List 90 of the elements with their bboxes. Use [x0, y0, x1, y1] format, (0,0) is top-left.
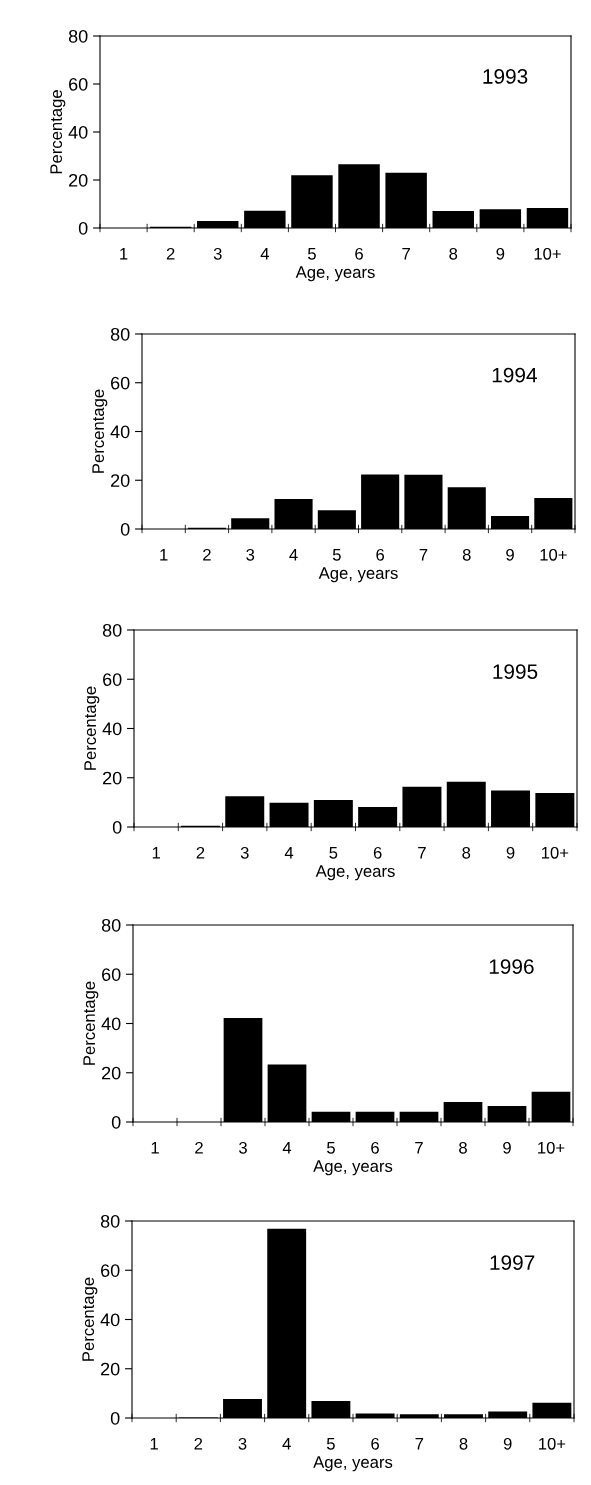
- x-tick-label: 8: [462, 846, 471, 859]
- y-tick-label: 60: [102, 968, 121, 981]
- y-tick-label: 20: [111, 474, 130, 487]
- y-tick-label: 20: [101, 1362, 120, 1376]
- x-tick-label: 5: [327, 1142, 335, 1154]
- x-tick-label: 8: [449, 247, 458, 260]
- x-tick-label: 5: [307, 248, 316, 260]
- x-tick-label: 2: [203, 548, 211, 561]
- x-axis-title: Age, years: [318, 567, 398, 583]
- x-tick-label: 8: [459, 1437, 468, 1450]
- y-tick-label: 60: [111, 376, 130, 390]
- annotation: 1993: [483, 69, 528, 84]
- x-tick-label: 5: [332, 549, 341, 561]
- x-tick-label: 10+: [540, 548, 567, 561]
- x-tick-label: 4: [289, 549, 298, 561]
- x-tick-label: 4: [260, 248, 269, 260]
- y-axis-title: Percentage: [92, 389, 108, 473]
- y-tick-label: 0: [111, 1115, 121, 1129]
- y-tick-label: 60: [103, 673, 122, 686]
- x-axis-title: Age, years: [295, 266, 375, 282]
- x-tick-label: 1: [151, 1142, 159, 1154]
- x-tick-label: 2: [195, 1141, 203, 1154]
- y-tick-label: 80: [102, 623, 122, 637]
- y-tick-label: 40: [68, 125, 88, 139]
- x-tick-label: 1: [120, 248, 128, 260]
- y-axis-title: Percentage: [84, 686, 100, 770]
- y-tick-label: 20: [69, 173, 88, 187]
- y-tick-label: 0: [112, 820, 122, 834]
- y-tick-label: 80: [101, 918, 121, 932]
- y-tick-label: 40: [110, 425, 130, 439]
- x-tick-label: 9: [496, 247, 505, 260]
- x-tick-label: 5: [326, 1438, 335, 1450]
- x-tick-label: 6: [371, 1437, 379, 1450]
- x-tick-label: 4: [284, 847, 294, 859]
- x-axis-title: Age, years: [313, 1456, 393, 1472]
- x-tick-label: 9: [506, 846, 515, 859]
- x-tick-label: 9: [503, 1437, 512, 1450]
- x-tick-label: 1: [150, 1438, 158, 1450]
- y-tick-label: 20: [103, 771, 122, 785]
- annotation: 1997: [490, 1255, 535, 1270]
- y-tick-label: 20: [102, 1066, 121, 1080]
- x-tick-label: 7: [415, 1142, 423, 1154]
- x-axis-title: Age, years: [313, 1160, 393, 1176]
- x-tick-label: 5: [329, 847, 338, 859]
- x-tick-label: 1: [160, 549, 168, 561]
- x-tick-label: 7: [402, 248, 410, 260]
- x-tick-label: 2: [196, 846, 205, 859]
- x-tick-label: 6: [373, 846, 382, 859]
- x-tick-label: 3: [238, 1437, 247, 1450]
- x-tick-label: 3: [240, 846, 249, 859]
- y-axis-title: Percentage: [83, 981, 99, 1065]
- x-tick-label: 7: [415, 1438, 424, 1450]
- annotation: 1994: [492, 367, 537, 383]
- x-tick-label: 6: [355, 247, 363, 260]
- y-tick-label: 60: [69, 77, 88, 91]
- x-tick-label: 3: [213, 247, 222, 260]
- x-tick-label: 10+: [534, 247, 561, 260]
- x-tick-label: 10+: [539, 1437, 566, 1450]
- x-tick-label: 8: [459, 1141, 467, 1154]
- y-tick-label: 0: [78, 221, 88, 235]
- x-tick-label: 7: [419, 549, 428, 561]
- x-tick-label: 2: [166, 247, 175, 260]
- x-tick-label: 1: [152, 847, 160, 859]
- y-tick-label: 80: [100, 1214, 120, 1228]
- x-tick-label: 8: [462, 548, 471, 561]
- y-tick-label: 80: [110, 327, 130, 341]
- x-tick-label: 4: [282, 1438, 291, 1450]
- annotation: 1995: [493, 664, 538, 679]
- annotation: 1996: [489, 959, 534, 974]
- y-tick-label: 40: [100, 1313, 120, 1327]
- x-tick-label: 10+: [541, 846, 569, 859]
- x-tick-label: 10+: [538, 1141, 565, 1154]
- x-tick-label: 3: [239, 1141, 247, 1154]
- y-tick-label: 0: [110, 1411, 120, 1425]
- y-tick-label: 0: [120, 522, 130, 536]
- y-tick-label: 80: [68, 29, 88, 43]
- x-tick-label: 9: [503, 1141, 511, 1154]
- x-tick-label: 6: [376, 548, 385, 561]
- x-tick-label: 6: [371, 1141, 379, 1154]
- x-tick-label: 3: [246, 548, 255, 561]
- y-tick-label: 40: [101, 1017, 121, 1031]
- y-tick-label: 40: [102, 722, 122, 736]
- x-tick-label: 2: [194, 1437, 203, 1450]
- x-tick-label: 4: [282, 1142, 292, 1154]
- y-axis-title: Percentage: [82, 1277, 98, 1361]
- x-tick-label: 9: [506, 548, 514, 561]
- y-tick-label: 60: [101, 1264, 120, 1277]
- x-axis-title: Age, years: [315, 865, 395, 881]
- y-axis-title: Percentage: [50, 90, 66, 174]
- x-tick-label: 7: [418, 847, 426, 859]
